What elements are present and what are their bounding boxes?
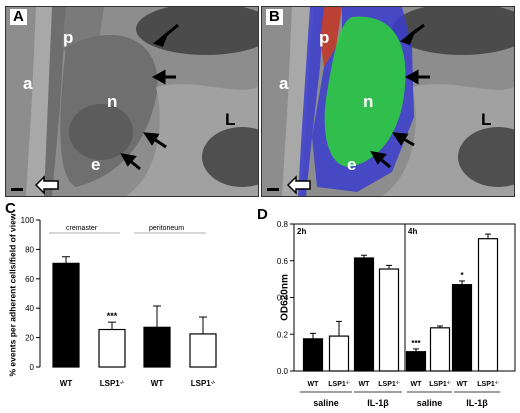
chart-d-category-label: LSP1-/- [429,380,451,389]
chart-c-significance: *** [107,311,118,321]
chart-d-significance: * [460,271,464,280]
chart-c-category-label: LSP1-/- [191,379,216,388]
chart-c-category-label: WT [60,379,73,388]
chart-c-group-peritoneum: peritoneum [149,225,184,232]
chart-d-treatment-label: saline [417,398,443,408]
chart-c-ytick-label: 100 [21,216,35,225]
chart-c-bar [98,328,126,368]
chart-d-ytick-label: 0.6 [277,257,289,266]
chart-d-category-label: WT [457,381,469,388]
chart-c-bar [189,333,217,368]
panel-c-letter: C [5,200,16,217]
label-n: n [363,92,374,111]
chart-c-bar [52,262,80,368]
label-e: e [91,155,101,174]
panel-d-letter: D [257,206,268,223]
micrograph-panel-a: A p a n e L [5,6,259,197]
label-a: a [279,74,289,93]
micrograph-a-image [6,7,258,196]
label-L: L [481,110,492,129]
chart-c-category-label: LSP1-/- [100,379,125,388]
chart-d-category-label: WT [359,381,371,388]
panel-a-letter: A [10,9,27,25]
chart-d-bar [429,327,451,372]
chart-d-treatment-label: IL-1β [466,398,488,408]
chart-d-bar [378,268,400,372]
chart-c-ytick-label: 0 [30,363,35,372]
chart-c-ytick-label: 80 [25,245,34,254]
chart-c-category-label: WT [151,379,164,388]
chart-d-category-label: WT [411,381,423,388]
label-e: e [347,155,357,174]
chart-c-ytick-label: 20 [25,334,34,343]
chart-d-category-label: LSP1-/- [378,380,400,389]
chart-d-category-label: WT [308,381,320,388]
chart-d-bar [477,238,499,372]
chart-d-ytick-label: 0.0 [277,367,289,376]
label-p: p [319,28,330,47]
chart-d-time-4h: 4h [408,227,417,236]
chart-d-significance: *** [411,339,421,348]
chart-d-ytick-label: 0.2 [277,330,289,339]
chart-d-bar [328,335,350,372]
chart-c-ytick-label: 40 [25,304,34,313]
chart-d-category-label: LSP1-/- [328,380,350,389]
chart-c-ytick-label: 60 [25,275,34,284]
chart-c-group-cremaster: cremaster [66,225,98,232]
label-p: p [63,28,74,47]
chart-d-ytick-label: 0.4 [277,294,289,303]
chart-d-bar [405,351,427,372]
micrograph-panel-b: B p a n e L [261,6,515,197]
chart-d-treatment-label: saline [313,398,339,408]
chart-d-treatment-label: IL-1β [367,398,389,408]
chart-d-bar [353,257,375,372]
chart-d-time-2h: 2h [297,227,306,236]
micrograph-b-image [262,7,514,196]
chart-d-bar [302,338,324,372]
chart-d-ytick-label: 0.8 [277,220,289,229]
label-n: n [107,92,118,111]
label-a: a [23,74,33,93]
chart-d-bar [451,284,473,372]
label-L: L [225,110,236,129]
chart-d-category-label: LSP1-/- [477,380,499,389]
panel-b-letter: B [266,9,283,25]
chart-c-bar [143,326,171,368]
